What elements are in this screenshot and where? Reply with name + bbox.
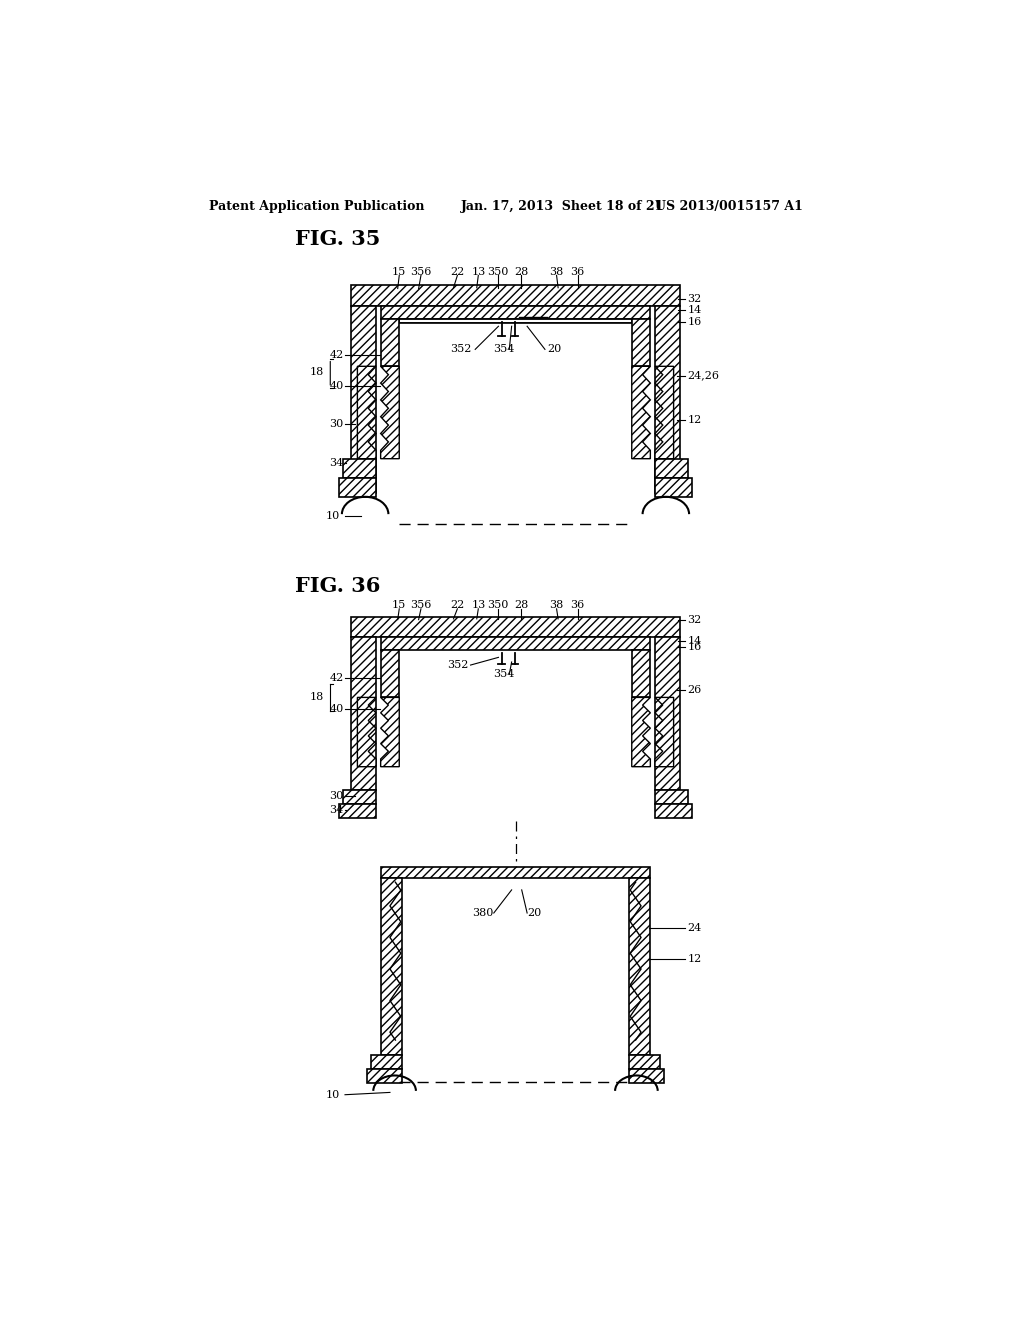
Text: 20: 20: [527, 908, 542, 917]
Text: 24,26: 24,26: [687, 371, 720, 380]
Bar: [339, 478, 376, 498]
Text: 32: 32: [687, 294, 701, 305]
Text: 352: 352: [446, 660, 468, 671]
Text: 38: 38: [550, 601, 563, 610]
Bar: [343, 459, 376, 478]
Bar: [372, 1056, 402, 1069]
Bar: [381, 867, 650, 878]
Bar: [655, 478, 692, 498]
Bar: [655, 306, 680, 494]
Text: 350: 350: [487, 601, 508, 610]
Text: 14: 14: [687, 305, 701, 315]
Text: 34: 34: [329, 805, 343, 814]
Polygon shape: [632, 367, 650, 459]
Bar: [381, 649, 399, 697]
Text: 36: 36: [570, 601, 585, 610]
Polygon shape: [381, 697, 399, 767]
Text: 12: 12: [687, 416, 701, 425]
Bar: [655, 804, 692, 817]
Bar: [632, 318, 650, 367]
Text: 22: 22: [451, 601, 465, 610]
Bar: [381, 318, 399, 367]
Text: 28: 28: [514, 601, 528, 610]
Text: 30: 30: [329, 791, 343, 801]
Text: 26: 26: [687, 685, 701, 694]
Text: 24: 24: [687, 924, 701, 933]
Text: 354: 354: [494, 669, 515, 680]
Text: 28: 28: [514, 267, 528, 277]
Bar: [381, 638, 650, 649]
Bar: [655, 638, 680, 789]
Text: 10: 10: [326, 511, 340, 521]
Text: 40: 40: [329, 704, 343, 714]
Text: US 2013/0015157 A1: US 2013/0015157 A1: [655, 199, 803, 213]
Text: 18: 18: [310, 693, 324, 702]
Text: 22: 22: [451, 267, 465, 277]
Bar: [629, 878, 650, 1056]
Bar: [632, 649, 650, 697]
Text: 350: 350: [487, 267, 508, 277]
Text: Jan. 17, 2013  Sheet 18 of 21: Jan. 17, 2013 Sheet 18 of 21: [461, 199, 665, 213]
Text: 42: 42: [329, 673, 343, 684]
Text: 20: 20: [547, 345, 561, 354]
Text: FIG. 36: FIG. 36: [295, 576, 380, 595]
Polygon shape: [655, 367, 674, 459]
Text: 12: 12: [687, 954, 701, 964]
Text: 42: 42: [329, 350, 343, 360]
Polygon shape: [381, 367, 399, 459]
Text: 356: 356: [411, 601, 432, 610]
Bar: [351, 638, 376, 789]
Text: 40: 40: [329, 380, 343, 391]
Bar: [399, 318, 632, 323]
Text: 15: 15: [392, 601, 407, 610]
Text: 32: 32: [687, 615, 701, 626]
Polygon shape: [655, 697, 674, 767]
Text: FIG. 35: FIG. 35: [295, 230, 380, 249]
Text: 352: 352: [451, 345, 472, 354]
Bar: [629, 1069, 665, 1084]
Bar: [367, 1069, 402, 1084]
Text: 354: 354: [494, 345, 515, 354]
Text: 10: 10: [326, 1090, 340, 1100]
Text: 13: 13: [471, 267, 485, 277]
Text: 34: 34: [329, 458, 343, 467]
Bar: [381, 878, 402, 1056]
Polygon shape: [632, 697, 650, 767]
Text: 13: 13: [471, 601, 485, 610]
Text: 16: 16: [687, 317, 701, 327]
Text: 36: 36: [570, 267, 585, 277]
Bar: [351, 306, 376, 494]
Bar: [629, 1056, 659, 1069]
Text: 356: 356: [411, 267, 432, 277]
Text: 16: 16: [687, 642, 701, 652]
Bar: [339, 804, 376, 817]
Bar: [655, 789, 687, 804]
Bar: [655, 459, 687, 478]
Text: Patent Application Publication: Patent Application Publication: [209, 199, 425, 213]
Bar: [343, 789, 376, 804]
Polygon shape: [357, 697, 376, 767]
Text: 15: 15: [392, 267, 407, 277]
Text: 38: 38: [550, 267, 563, 277]
Bar: [351, 285, 680, 306]
Text: 14: 14: [687, 636, 701, 647]
Bar: [351, 616, 680, 638]
Text: 380: 380: [472, 908, 494, 917]
Polygon shape: [357, 367, 376, 459]
Text: 18: 18: [310, 367, 324, 378]
Bar: [381, 306, 650, 318]
Text: 30: 30: [329, 418, 343, 429]
